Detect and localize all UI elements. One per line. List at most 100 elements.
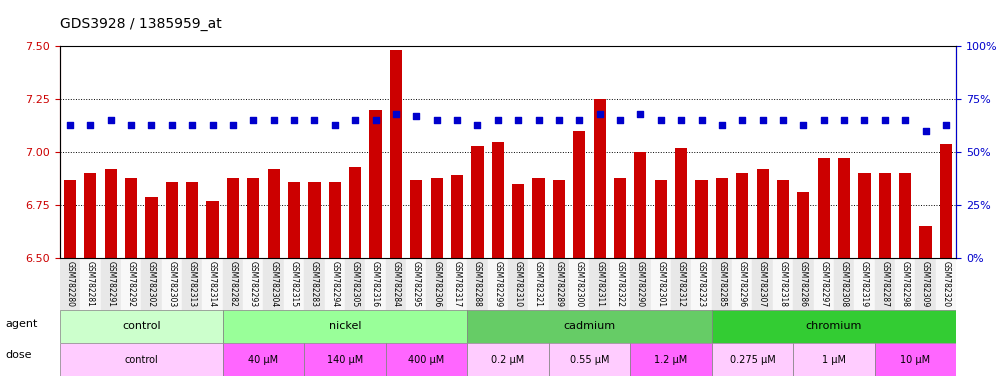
Bar	[630, 258, 650, 310]
Bar	[915, 258, 936, 310]
Bar	[202, 258, 223, 310]
Text: GSM782322: GSM782322	[616, 261, 624, 307]
FancyBboxPatch shape	[223, 310, 467, 343]
Bar	[874, 258, 895, 310]
Point	[184, 121, 200, 127]
Text: GSM782304: GSM782304	[269, 261, 278, 307]
Bar	[467, 258, 488, 310]
Text: chromium: chromium	[806, 321, 863, 331]
Bar	[855, 258, 874, 310]
FancyBboxPatch shape	[549, 343, 630, 376]
Bar	[834, 258, 855, 310]
Text: GSM782284: GSM782284	[391, 261, 400, 307]
Bar	[533, 177, 545, 384]
Text: GSM782306: GSM782306	[432, 261, 441, 307]
Bar	[161, 258, 182, 310]
Point	[449, 117, 465, 123]
Text: GSM782297: GSM782297	[820, 261, 829, 307]
Bar	[141, 258, 161, 310]
Point	[673, 117, 689, 123]
Bar	[654, 180, 667, 384]
Bar	[818, 159, 830, 384]
Text: 10 μM: 10 μM	[900, 355, 930, 365]
Point	[469, 121, 485, 127]
Text: GSM782290: GSM782290	[635, 261, 644, 307]
Bar	[936, 258, 956, 310]
Text: GSM782288: GSM782288	[473, 261, 482, 306]
Text: 0.275 μM: 0.275 μM	[729, 355, 775, 365]
Bar	[594, 99, 606, 384]
Point	[103, 117, 119, 123]
Bar	[777, 180, 789, 384]
Text: GSM782293: GSM782293	[249, 261, 258, 307]
FancyBboxPatch shape	[874, 343, 956, 376]
Bar	[492, 142, 504, 384]
Text: GSM782282: GSM782282	[228, 261, 237, 306]
Point	[368, 117, 383, 123]
Bar	[488, 258, 508, 310]
Bar	[227, 177, 239, 384]
Text: 140 μM: 140 μM	[327, 355, 364, 365]
Bar	[304, 258, 325, 310]
Bar	[451, 175, 463, 384]
Point	[612, 117, 628, 123]
Bar	[447, 258, 467, 310]
Bar	[797, 192, 810, 384]
Bar	[650, 258, 671, 310]
Text: GSM782310: GSM782310	[514, 261, 523, 307]
Text: GSM782300: GSM782300	[575, 261, 584, 307]
Text: GSM782301: GSM782301	[656, 261, 665, 307]
Point	[632, 111, 648, 117]
Bar	[385, 258, 406, 310]
Bar	[206, 201, 219, 384]
FancyBboxPatch shape	[467, 343, 549, 376]
Text: GSM782289: GSM782289	[555, 261, 564, 307]
Text: control: control	[122, 321, 160, 331]
Point	[876, 117, 892, 123]
Point	[837, 117, 853, 123]
Text: 400 μM: 400 μM	[408, 355, 444, 365]
Bar	[838, 159, 851, 384]
Bar	[712, 258, 732, 310]
Bar	[471, 146, 483, 384]
Point	[307, 117, 323, 123]
Bar	[691, 258, 712, 310]
Bar	[223, 258, 243, 310]
Bar	[85, 173, 97, 384]
Bar	[859, 173, 871, 384]
Point	[327, 121, 343, 127]
Bar	[610, 258, 630, 310]
Point	[225, 121, 241, 127]
Point	[83, 121, 99, 127]
Text: GSM782292: GSM782292	[126, 261, 135, 307]
Text: GSM782319: GSM782319	[860, 261, 869, 307]
Bar	[105, 169, 117, 384]
Point	[62, 121, 78, 127]
Bar	[389, 50, 402, 384]
Text: GSM782311: GSM782311	[596, 261, 605, 307]
Bar	[553, 180, 565, 384]
Point	[592, 111, 608, 117]
Point	[917, 128, 933, 134]
Text: GSM782320: GSM782320	[941, 261, 950, 307]
Bar	[101, 258, 121, 310]
Text: GSM782308: GSM782308	[840, 261, 849, 307]
Point	[510, 117, 526, 123]
Bar	[732, 258, 752, 310]
Point	[816, 117, 832, 123]
Bar	[64, 180, 76, 384]
Bar	[508, 258, 528, 310]
Text: GSM782286: GSM782286	[799, 261, 808, 307]
Point	[348, 117, 364, 123]
Point	[245, 117, 261, 123]
Point	[693, 117, 709, 123]
Point	[796, 121, 812, 127]
Text: GSM782307: GSM782307	[758, 261, 767, 307]
Bar	[695, 180, 707, 384]
Point	[531, 117, 547, 123]
Bar	[349, 167, 362, 384]
Text: agent: agent	[5, 319, 38, 329]
Bar	[512, 184, 524, 384]
Bar	[940, 144, 952, 384]
Bar	[366, 258, 385, 310]
